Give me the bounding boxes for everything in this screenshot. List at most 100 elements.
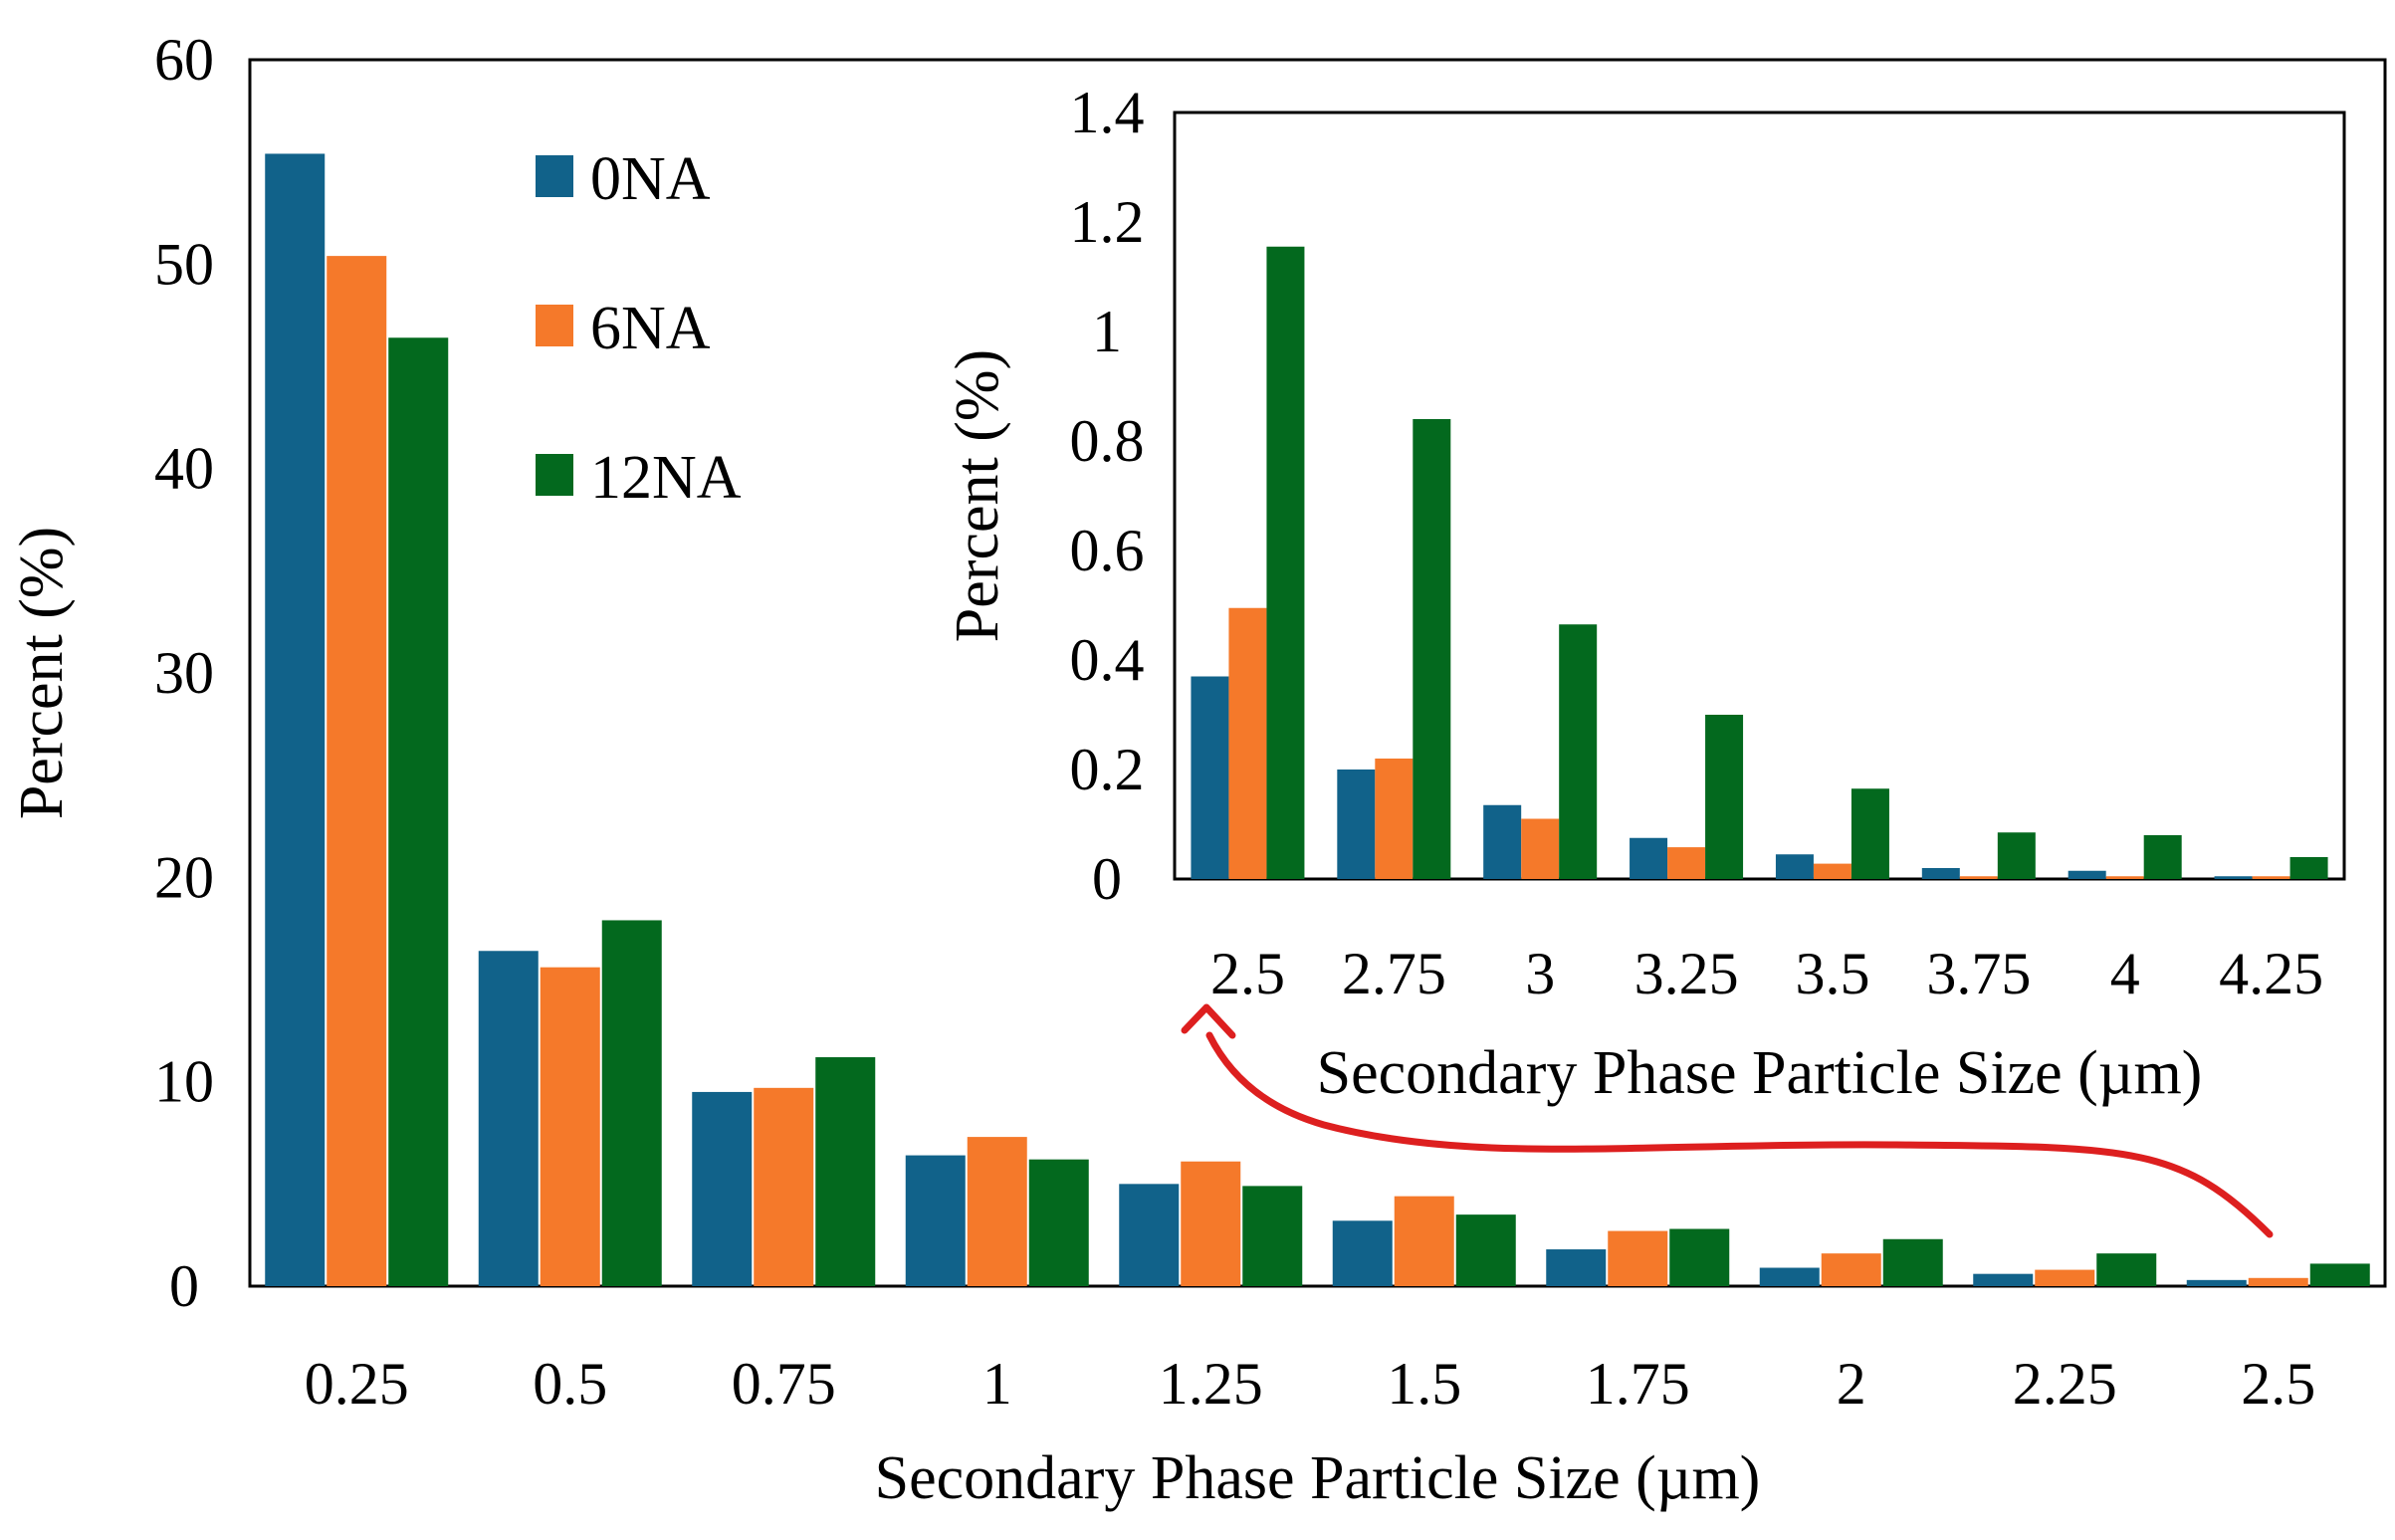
main-bar-12na-2 xyxy=(1882,1238,1943,1286)
main-y-tick-40: 40 xyxy=(154,436,214,502)
inset-bar-6na-4 xyxy=(2105,876,2144,879)
inset-x-tick-4: 4 xyxy=(2110,941,2140,1006)
inset-bar-6na-4p25 xyxy=(2252,876,2290,879)
legend: 0NA 6NA 12NA xyxy=(536,145,742,512)
main-plot-frame xyxy=(248,58,2387,1288)
annotation-layer xyxy=(1181,1003,2274,1238)
main-bar-0na-0p25 xyxy=(265,153,326,1286)
inset-x-tick-2p5: 2.5 xyxy=(1210,941,1285,1006)
inset-bar-0na-3p75 xyxy=(1921,868,1960,879)
inset-bar-12na-3 xyxy=(1559,624,1598,879)
inset-bar-12na-3p25 xyxy=(1705,715,1744,879)
inset-bar-6na-2p75 xyxy=(1375,759,1414,879)
main-bar-0na-2 xyxy=(1759,1267,1820,1286)
main-bar-12na-2p25 xyxy=(2096,1253,2157,1286)
legend-swatch-0na xyxy=(536,155,573,197)
main-y-tick-50: 50 xyxy=(154,231,214,297)
inset-bar-0na-2p75 xyxy=(1337,770,1376,879)
inset-x-axis-title: Secondary Phase Particle Size (µm) xyxy=(1317,1039,2203,1107)
inset-bar-6na-2p5 xyxy=(1228,607,1267,879)
main-bar-0na-2p5 xyxy=(2186,1279,2247,1286)
main-y-tick-10: 10 xyxy=(154,1049,214,1115)
main-bar-6na-2p25 xyxy=(2035,1269,2095,1286)
legend-label-6na: 6NA xyxy=(590,295,711,362)
main-bar-12na-0p25 xyxy=(388,337,449,1287)
inset-bar-6na-3p5 xyxy=(1813,863,1851,879)
main-x-tick-2p5: 2.5 xyxy=(2241,1351,2315,1417)
main-bar-0na-0p75 xyxy=(692,1091,753,1286)
inset-bar-12na-3p5 xyxy=(1851,788,1889,879)
annotation-arrow-head xyxy=(1181,1003,1236,1039)
main-bar-0na-1p5 xyxy=(1332,1220,1393,1286)
main-y-tick-30: 30 xyxy=(154,640,214,706)
main-y-axis-title: Percent (%) xyxy=(8,527,76,819)
legend-swatch-12na xyxy=(536,454,573,496)
main-bar-0na-1p25 xyxy=(1119,1184,1180,1286)
inset-y-tick-0p6: 0.6 xyxy=(1070,518,1145,583)
inset-bar-0na-3p25 xyxy=(1630,837,1668,879)
main-bar-12na-2p5 xyxy=(2309,1263,2370,1286)
main-bar-12na-0p75 xyxy=(815,1057,876,1286)
main-bar-6na-0p25 xyxy=(327,256,387,1286)
inset-bar-12na-2p75 xyxy=(1413,419,1451,879)
inset-bar-12na-4p25 xyxy=(2289,857,2328,879)
main-y-tick-60: 60 xyxy=(154,27,214,93)
inset-bar-0na-2p5 xyxy=(1191,676,1229,879)
main-x-tick-0p25: 0.25 xyxy=(305,1351,409,1417)
inset-bar-0na-3 xyxy=(1483,804,1522,879)
main-bar-12na-1p75 xyxy=(1669,1228,1730,1286)
main-bar-6na-0p5 xyxy=(540,967,600,1286)
inset-y-tick-1p4: 1.4 xyxy=(1070,80,1145,145)
inset-plot: 0 0.2 0.4 0.6 0.8 1 1.2 1.4 2.5 2.75 3 3.25 3.5 3.75 4… xyxy=(944,80,2346,1107)
main-bar-0na-2p25 xyxy=(1973,1273,2034,1286)
main-y-tick-20: 20 xyxy=(154,844,214,910)
inset-y-tick-0: 0 xyxy=(1092,846,1122,912)
inset-x-tick-4p25: 4.25 xyxy=(2219,941,2323,1006)
main-y-tick-0: 0 xyxy=(169,1253,199,1319)
main-bar-6na-1p75 xyxy=(1608,1230,1668,1286)
legend-swatch-6na xyxy=(536,305,573,346)
inset-bar-0na-4p25 xyxy=(2214,876,2253,879)
inset-y-tick-0p4: 0.4 xyxy=(1070,627,1145,693)
main-bar-6na-1p5 xyxy=(1394,1196,1454,1286)
main-bar-6na-1p25 xyxy=(1181,1161,1241,1286)
inset-bar-6na-3p75 xyxy=(1959,876,1998,879)
main-x-tick-1: 1 xyxy=(982,1351,1012,1417)
inset-x-tick-3: 3 xyxy=(1525,941,1555,1006)
inset-y-tick-0p8: 0.8 xyxy=(1070,408,1145,474)
main-bar-12na-1p5 xyxy=(1455,1214,1516,1286)
main-x-tick-0p5: 0.5 xyxy=(533,1351,607,1417)
main-x-tick-2p25: 2.25 xyxy=(2013,1351,2117,1417)
main-bar-0na-1 xyxy=(905,1155,966,1286)
inset-bar-6na-3p25 xyxy=(1667,847,1706,879)
inset-bar-12na-3p75 xyxy=(1997,832,2036,879)
inset-bar-12na-4 xyxy=(2143,835,2182,879)
inset-bar-6na-3 xyxy=(1521,818,1560,879)
main-bar-6na-1 xyxy=(967,1137,1027,1286)
inset-bar-0na-3p5 xyxy=(1775,854,1814,879)
main-x-tick-0p75: 0.75 xyxy=(732,1351,836,1417)
legend-label-12na: 12NA xyxy=(590,444,742,512)
inset-y-axis-title: Percent (%) xyxy=(944,349,1011,642)
main-bar-0na-0p5 xyxy=(478,951,539,1286)
annotation-arrow-line xyxy=(1205,1031,2274,1238)
main-bar-6na-2 xyxy=(1821,1253,1881,1286)
legend-label-0na: 0NA xyxy=(590,145,711,213)
inset-bar-0na-4 xyxy=(2068,870,2106,879)
main-bar-12na-1p25 xyxy=(1242,1186,1303,1286)
main-x-tick-1p5: 1.5 xyxy=(1387,1351,1461,1417)
main-x-tick-1p75: 1.75 xyxy=(1586,1351,1690,1417)
main-bar-0na-1p75 xyxy=(1546,1249,1607,1286)
inset-x-tick-3p5: 3.5 xyxy=(1795,941,1869,1006)
main-bar-12na-0p5 xyxy=(601,920,662,1286)
main-x-tick-1p25: 1.25 xyxy=(1159,1351,1263,1417)
inset-plot-frame xyxy=(1173,110,2346,881)
inset-x-tick-3p25: 3.25 xyxy=(1634,941,1739,1006)
main-bar-6na-0p75 xyxy=(754,1087,814,1286)
inset-bar-12na-2p5 xyxy=(1266,246,1305,879)
inset-y-tick-0p2: 0.2 xyxy=(1070,737,1145,802)
main-x-axis-title: Secondary Phase Particle Size (µm) xyxy=(875,1444,1761,1512)
